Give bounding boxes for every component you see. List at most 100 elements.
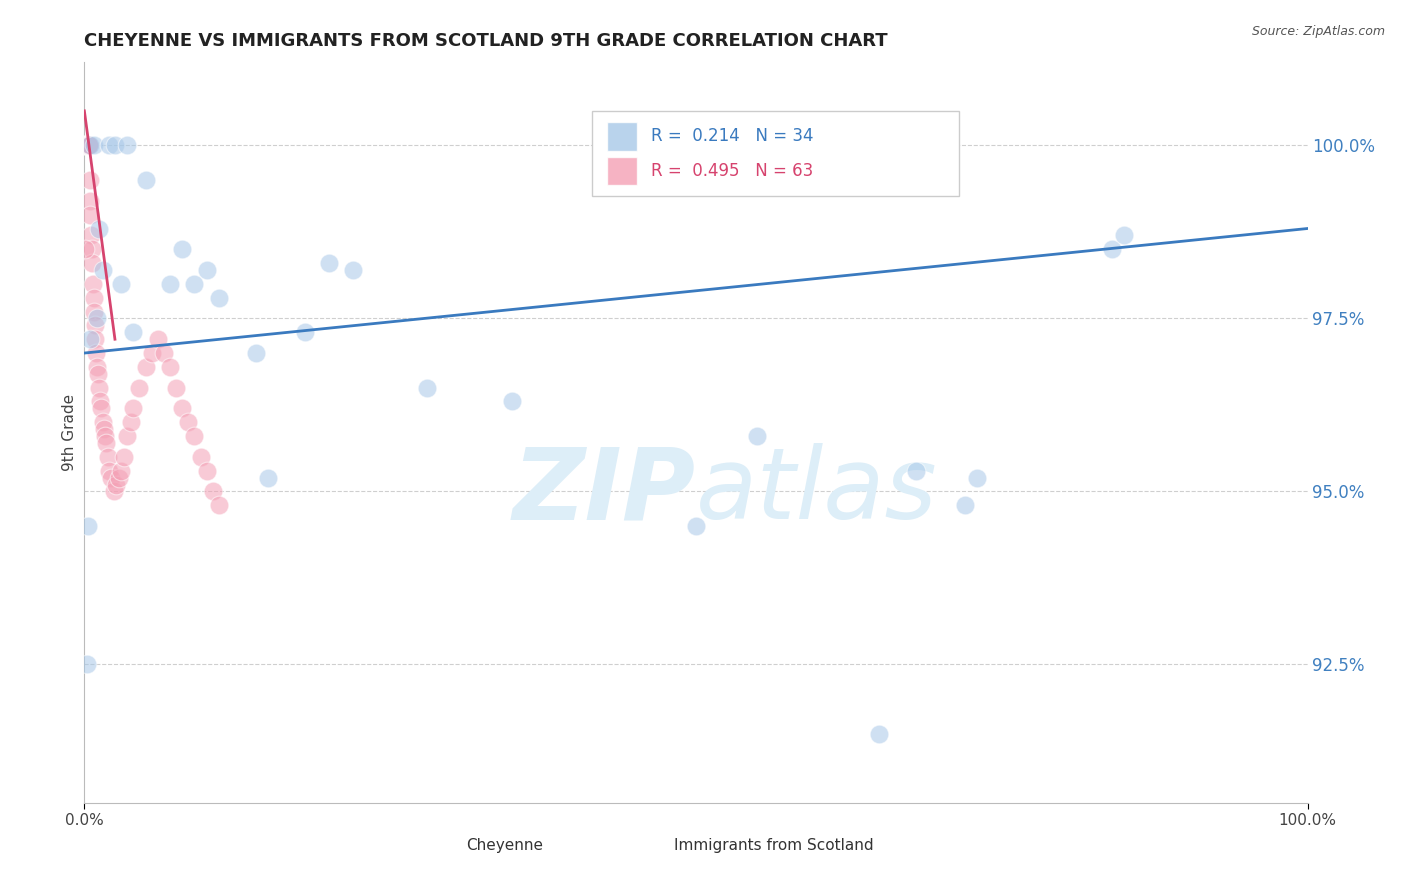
Point [115,138,138,153]
Bar [641,833,668,857]
Text: CHEYENNE VS IMMIGRANTS FROM SCOTLAND 9TH GRADE CORRELATION CHART: CHEYENNE VS IMMIGRANTS FROM SCOTLAND 9TH… [84,32,889,50]
Point [77,138,100,153]
Point [747,429,769,443]
Text: R =  0.495   N = 63: R = 0.495 N = 63 [651,162,813,180]
Point [77,519,100,533]
Point [94,429,117,443]
Point [159,359,181,374]
Point [153,346,176,360]
Point [77,138,100,153]
Point [115,429,138,443]
Point [80,242,103,256]
Point [104,138,127,153]
Point [97,464,120,478]
Point [82,277,104,291]
Point [73,138,96,153]
Point [110,277,132,291]
Point [257,470,280,484]
Text: Cheyenne: Cheyenne [465,838,543,853]
Bar [433,833,460,857]
Text: ZIP: ZIP [513,443,696,541]
Point [97,138,120,153]
Text: atlas: atlas [696,443,938,541]
Point [190,450,212,464]
Point [76,657,98,672]
Point [76,138,98,153]
Point [195,464,218,478]
Point [122,401,145,416]
Point [685,519,707,533]
Point [76,138,98,153]
Bar [606,157,637,186]
Point [953,498,976,512]
Point [79,332,101,346]
Point [208,291,231,305]
Point [79,138,101,153]
Point [135,173,157,187]
Point [195,263,218,277]
Text: Source: ZipAtlas.com: Source: ZipAtlas.com [1251,25,1385,38]
Point [502,394,524,409]
Point [1101,242,1123,256]
Y-axis label: 9th Grade: 9th Grade [62,394,77,471]
Point [75,138,97,153]
Text: Immigrants from Scotland: Immigrants from Scotland [673,838,873,853]
Point [79,173,101,187]
Point [342,263,364,277]
Point [146,332,169,346]
Point [105,477,128,491]
Point [141,346,163,360]
Point [120,415,142,429]
Point [177,415,200,429]
Point [869,726,891,740]
Point [83,138,105,153]
Point [87,367,110,381]
Point [79,138,101,153]
Point [416,381,439,395]
Point [100,470,122,484]
Point [79,208,101,222]
Point [87,221,110,235]
Point [86,311,108,326]
Point [103,484,125,499]
Point [128,381,150,395]
Point [79,194,101,208]
Point [208,498,231,512]
Point [172,401,194,416]
Bar [606,122,637,151]
Point [1114,228,1136,243]
Point [73,242,96,256]
Point [90,401,112,416]
Point [112,450,135,464]
Point [82,256,104,270]
Point [96,436,118,450]
Point [110,464,132,478]
Point [84,332,107,346]
Point [966,470,988,484]
Point [122,326,145,340]
Point [183,429,205,443]
Point [75,138,97,153]
Point [201,484,224,499]
Point [165,381,187,395]
Point [75,138,97,153]
Text: R =  0.214   N = 34: R = 0.214 N = 34 [651,128,813,145]
Point [76,138,98,153]
FancyBboxPatch shape [592,111,959,195]
Point [172,242,194,256]
Point [183,277,205,291]
Point [91,415,114,429]
Point [84,346,107,360]
Point [294,326,316,340]
Point [159,277,181,291]
Point [80,228,103,243]
Point [77,138,100,153]
Point [75,138,97,153]
Point [89,394,111,409]
Point [83,291,105,305]
Point [91,263,114,277]
Point [245,346,267,360]
Point [93,422,115,436]
Point [97,450,120,464]
Point [83,318,105,333]
